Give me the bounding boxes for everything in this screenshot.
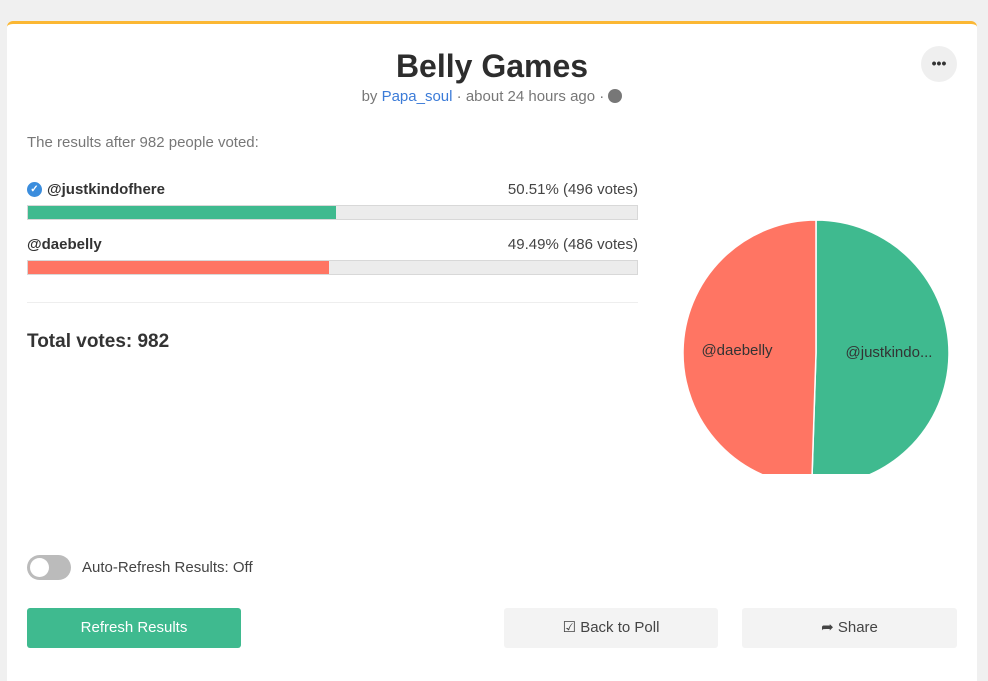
option-bar-fill (28, 206, 336, 219)
option-bar (27, 260, 638, 275)
option-row: ✓ @justkindofhere 50.51% (496 votes) (27, 181, 638, 220)
divider (27, 302, 638, 303)
option-bar (27, 205, 638, 220)
ballot-icon: ☑ (562, 619, 581, 636)
auto-refresh-toggle[interactable] (27, 555, 71, 580)
option-bar-fill (28, 261, 330, 274)
refresh-results-button[interactable]: Refresh Results (27, 608, 241, 648)
pie-slice-justkindofhere (811, 219, 950, 474)
check-icon: ✓ (27, 182, 42, 197)
poll-title: Belly Games (395, 48, 589, 84)
option-row: @daebelly 49.49% (486 votes) (27, 236, 638, 275)
pie-slice-daebelly (682, 219, 817, 474)
back-to-poll-label: Back to Poll (580, 619, 660, 636)
auto-refresh-label: Auto-Refresh Results: Off (82, 559, 253, 576)
time-label: · about 24 hours ago · (456, 88, 605, 105)
more-options-button[interactable]: ••• (921, 46, 957, 82)
option-percent: 49.49% (486 votes) (507, 236, 638, 253)
author-link[interactable]: Papa_soul (381, 88, 453, 105)
share-icon: ➦ (821, 619, 838, 636)
back-to-poll-button[interactable]: ☑ Back to Poll (504, 608, 718, 648)
results-intro: The results after 982 people voted: (27, 134, 259, 151)
option-name: @daebelly (27, 236, 102, 253)
toggle-knob (30, 558, 49, 577)
results-card: Belly Games by Papa_soul · about 24 hour… (7, 21, 977, 681)
share-button[interactable]: ➦ Share (742, 608, 957, 648)
pie-label: @justkindo... (846, 344, 933, 361)
share-label: Share (837, 619, 878, 636)
pie-label: @daebelly (701, 342, 773, 359)
option-name: @justkindofhere (47, 181, 165, 198)
total-votes: Total votes: 982 (27, 331, 170, 352)
poll-meta: by Papa_soul · about 24 hours ago · (7, 88, 977, 105)
globe-icon (608, 89, 623, 103)
by-label: by (361, 88, 378, 105)
option-percent: 50.51% (496 votes) (507, 181, 638, 198)
results-pie-chart: @justkindo... @daebelly (682, 219, 950, 474)
